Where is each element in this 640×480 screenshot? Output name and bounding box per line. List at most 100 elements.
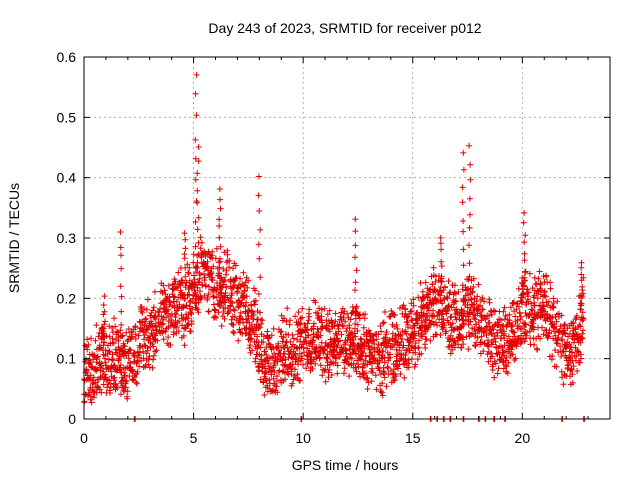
data-point [498,317,504,324]
data-point [400,302,407,309]
data-point [410,302,417,309]
data-point [205,308,212,315]
data-point [470,275,477,282]
data-point [459,316,466,323]
data-point [191,276,198,283]
data-point [566,341,573,347]
data-point [217,196,223,203]
data-point [535,275,542,282]
data-point [211,313,218,320]
data-point [339,322,346,329]
data-point [368,378,375,385]
data-point [195,239,202,246]
data-point [249,347,256,354]
data-point [122,384,129,391]
data-point [378,389,385,396]
data-point [252,297,259,304]
data-point [336,321,343,328]
data-point [299,305,306,312]
data-point [522,232,529,239]
data-point [292,351,299,358]
data-point [560,348,567,355]
data-point [366,343,373,350]
data-point [406,339,413,346]
data-point [160,282,167,289]
data-point [418,350,425,357]
data-point [460,262,467,269]
data-point [107,390,113,396]
data-point [210,263,217,270]
data-point [280,334,287,341]
data-point [194,199,201,206]
data-point [342,318,349,325]
data-point [524,329,531,336]
data-point [194,259,201,266]
data-point [159,321,165,328]
x-tick-label: 15 [405,430,421,446]
data-point [467,176,474,183]
data-point [192,243,199,250]
data-point [204,294,211,301]
data-point [273,373,280,380]
data-point [539,324,545,331]
data-point [512,313,519,320]
data-point [232,262,239,269]
data-point [579,317,586,324]
data-point [542,293,549,300]
data-point [473,339,480,346]
data-point [290,335,297,342]
data-point [140,355,147,362]
data-point [570,363,577,370]
data-point [247,342,254,349]
data-point [277,329,284,336]
data-point [248,335,255,342]
data-point [256,208,263,214]
data-point [364,375,371,382]
data-point [482,316,489,323]
data-point [287,317,293,324]
data-point [373,336,380,343]
data-point [303,365,310,372]
data-point [534,295,541,302]
data-point [135,352,142,359]
data-point [212,307,219,314]
data-point [112,323,119,330]
data-point [192,176,199,183]
data-point [231,330,237,336]
data-point [287,338,294,345]
data-point [265,335,272,342]
data-point [145,355,152,362]
data-point [113,328,120,335]
data-point [506,311,513,318]
data-point [348,355,355,362]
data-point [458,344,465,351]
data-point [102,359,109,366]
data-point [227,295,234,302]
y-tick-label: 0.4 [57,170,77,186]
data-point [124,338,131,345]
data-point [209,248,216,255]
data-point [380,320,386,327]
data-point [181,230,188,237]
data-point [121,343,128,350]
data-point [373,386,380,393]
data-point [87,359,94,366]
data-point [518,332,525,339]
data-point [438,246,445,253]
data-point [131,374,138,381]
data-point [194,187,201,194]
data-point [257,274,264,281]
data-point [579,309,586,316]
data-point [101,293,108,300]
data-point [143,315,149,322]
data-point [525,289,532,296]
data-point [245,277,252,284]
data-point [355,363,362,370]
data-point [437,292,444,299]
data-point [237,284,244,290]
data-point [478,312,485,319]
data-point [261,392,268,398]
data-point [157,320,164,327]
data-point [142,362,149,369]
data-point [235,337,242,344]
